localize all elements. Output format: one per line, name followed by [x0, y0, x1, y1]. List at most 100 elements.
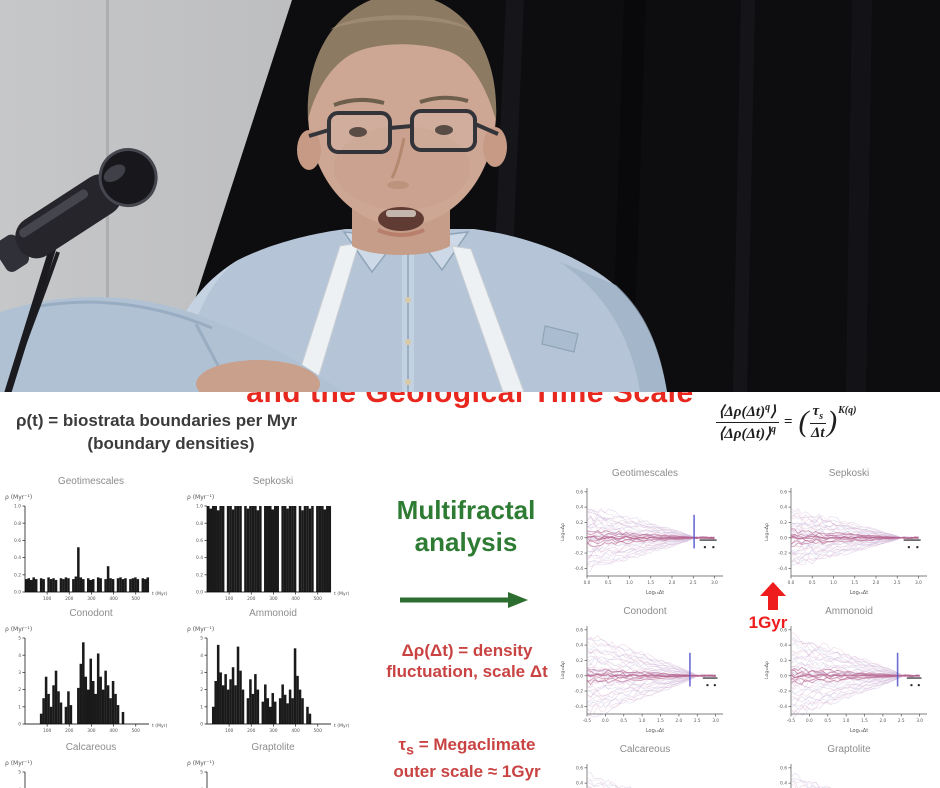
svg-text:1.5: 1.5: [647, 580, 654, 585]
svg-text:100: 100: [225, 596, 234, 602]
microphone: [0, 148, 158, 392]
svg-text:4: 4: [200, 653, 203, 659]
svg-text:-0.4: -0.4: [574, 704, 583, 710]
svg-text:t (Myr): t (Myr): [334, 723, 350, 729]
hist-sepkoski-plot: Sepkoski ρ (Myr⁻¹) 1.0 0.8 0.6 0.4 0.2 0.0 100 20…: [184, 476, 362, 608]
plot-title: Geotimescales: [57, 476, 125, 487]
svg-text:300: 300: [269, 596, 278, 602]
svg-text:0.4: 0.4: [780, 505, 787, 511]
svg-text:2.0: 2.0: [669, 580, 676, 585]
svg-text:Log₁₀Δρ: Log₁₀Δρ: [764, 661, 770, 679]
svg-text:-0.2: -0.2: [574, 551, 583, 557]
svg-text:ρ (Myr⁻¹): ρ (Myr⁻¹): [5, 494, 32, 501]
eyebrow-right: [419, 95, 469, 104]
svg-text:1.5: 1.5: [657, 718, 664, 723]
svg-text:400: 400: [291, 596, 300, 602]
svg-text:-0.2: -0.2: [778, 689, 787, 695]
svg-text:ρ (Myr⁻¹): ρ (Myr⁻¹): [5, 626, 32, 633]
svg-text:1: 1: [18, 704, 21, 710]
svg-text:1.0: 1.0: [639, 718, 646, 723]
formula-scale-fraction: τs Δt: [809, 402, 827, 442]
svg-text:0.4: 0.4: [780, 643, 787, 649]
svg-text:2: 2: [200, 687, 203, 693]
svg-text:0.5: 0.5: [809, 580, 816, 585]
glasses: [308, 109, 499, 154]
svg-text:2: 2: [18, 687, 21, 693]
svg-text:-0.4: -0.4: [574, 566, 583, 572]
presenter-arm: [0, 297, 342, 392]
svg-text:400: 400: [291, 728, 300, 734]
svg-text:300: 300: [87, 596, 96, 602]
fan-geotimescales-plot: Geotimescales 0.6 0.4 0.2 0.0 -0.2 -0.4 0.0 0.5 1…: [556, 468, 734, 606]
svg-text:0.6: 0.6: [196, 538, 203, 544]
svg-text:1.0: 1.0: [196, 504, 203, 510]
fan-sepkoski-plot: Sepkoski 0.6 0.4 0.2 0.0 -0.2 -0.4 0.0 0.5 1.0 1.5…: [760, 468, 938, 606]
multifractal-label: Multifractal analysis: [396, 495, 536, 557]
svg-text:1.0: 1.0: [843, 718, 850, 723]
slide: and the Geological Time Scale ρ(t) = bio…: [0, 392, 940, 788]
intro-line2: (boundary densities): [87, 434, 255, 453]
svg-text:200: 200: [247, 596, 256, 602]
svg-text:400: 400: [109, 728, 118, 734]
svg-text:0.0: 0.0: [576, 673, 583, 679]
svg-text:-0.4: -0.4: [778, 566, 787, 572]
svg-text:ρ (Myr⁻¹): ρ (Myr⁻¹): [187, 626, 214, 633]
svg-text:0.0: 0.0: [14, 590, 21, 596]
svg-text:0.4: 0.4: [196, 555, 203, 561]
svg-text:0.6: 0.6: [780, 627, 787, 633]
svg-text:2.0: 2.0: [676, 718, 683, 723]
hair: [307, 0, 497, 120]
conference-photo: [0, 0, 940, 392]
svg-text:0.6: 0.6: [780, 765, 787, 771]
svg-text:500: 500: [132, 596, 141, 602]
svg-text:t (Myr): t (Myr): [334, 591, 350, 597]
svg-text:3: 3: [18, 670, 21, 676]
svg-text:3.0: 3.0: [915, 580, 922, 585]
haar-formula: ⟨Δρ(Δt)q⟩ ⟨Δρ(Δt)⟩q = ( τs Δt ) K(q): [636, 402, 936, 444]
fan-calcareous-plot: Calcareous0.60.40.20.0-0.2-0.4-0.50.00.5…: [556, 744, 734, 788]
hand: [196, 360, 320, 392]
svg-text:2.0: 2.0: [880, 718, 887, 723]
gyr-up-arrow-icon: [760, 582, 786, 610]
svg-text:Log₁₀Δρ: Log₁₀Δρ: [560, 523, 566, 541]
outer-scale-note: τs = Megaclimate outer scale ≈ 1Gyr: [393, 735, 541, 782]
plot-title: Ammonoid: [249, 608, 297, 619]
svg-text:500: 500: [314, 596, 323, 602]
svg-text:2.0: 2.0: [873, 580, 880, 585]
svg-text:0.2: 0.2: [196, 572, 203, 578]
svg-text:0.0: 0.0: [788, 580, 795, 585]
svg-text:3.0: 3.0: [712, 718, 719, 723]
svg-text:0.6: 0.6: [576, 765, 583, 771]
svg-text:1.0: 1.0: [14, 504, 21, 510]
svg-text:4: 4: [200, 787, 203, 788]
svg-text:0.2: 0.2: [576, 520, 583, 526]
plot-title: Graptolite: [827, 744, 871, 755]
svg-text:ρ (Myr⁻¹): ρ (Myr⁻¹): [5, 760, 32, 767]
svg-text:0.5: 0.5: [824, 718, 831, 723]
mic-stand: [4, 240, 58, 392]
ear-right: [483, 127, 507, 167]
formula-exponent: K(q): [838, 405, 857, 417]
svg-text:200: 200: [247, 728, 256, 734]
svg-text:0.8: 0.8: [196, 521, 203, 527]
eye-right: [435, 125, 453, 135]
formula-equals: =: [783, 414, 793, 431]
multifractal-arrow-icon: [400, 592, 528, 608]
svg-text:-0.5: -0.5: [787, 718, 796, 723]
svg-text:0.6: 0.6: [576, 627, 583, 633]
svg-text:200: 200: [65, 596, 74, 602]
svg-text:-0.5: -0.5: [583, 718, 592, 723]
svg-text:2.5: 2.5: [694, 718, 701, 723]
svg-text:0.6: 0.6: [780, 489, 787, 495]
plot-title: Sepkoski: [252, 476, 294, 487]
svg-text:Log₁₀Δt: Log₁₀Δt: [850, 590, 868, 596]
svg-text:-0.4: -0.4: [778, 704, 787, 710]
svg-text:100: 100: [43, 728, 52, 734]
svg-text:2.5: 2.5: [690, 580, 697, 585]
svg-text:ρ (Myr⁻¹): ρ (Myr⁻¹): [187, 494, 214, 501]
intro-text: ρ(t) = biostrata boundaries per Myr (bou…: [16, 409, 366, 455]
svg-text:0.2: 0.2: [780, 658, 787, 664]
svg-text:0.5: 0.5: [620, 718, 627, 723]
svg-text:400: 400: [109, 596, 118, 602]
svg-text:2.5: 2.5: [898, 718, 905, 723]
